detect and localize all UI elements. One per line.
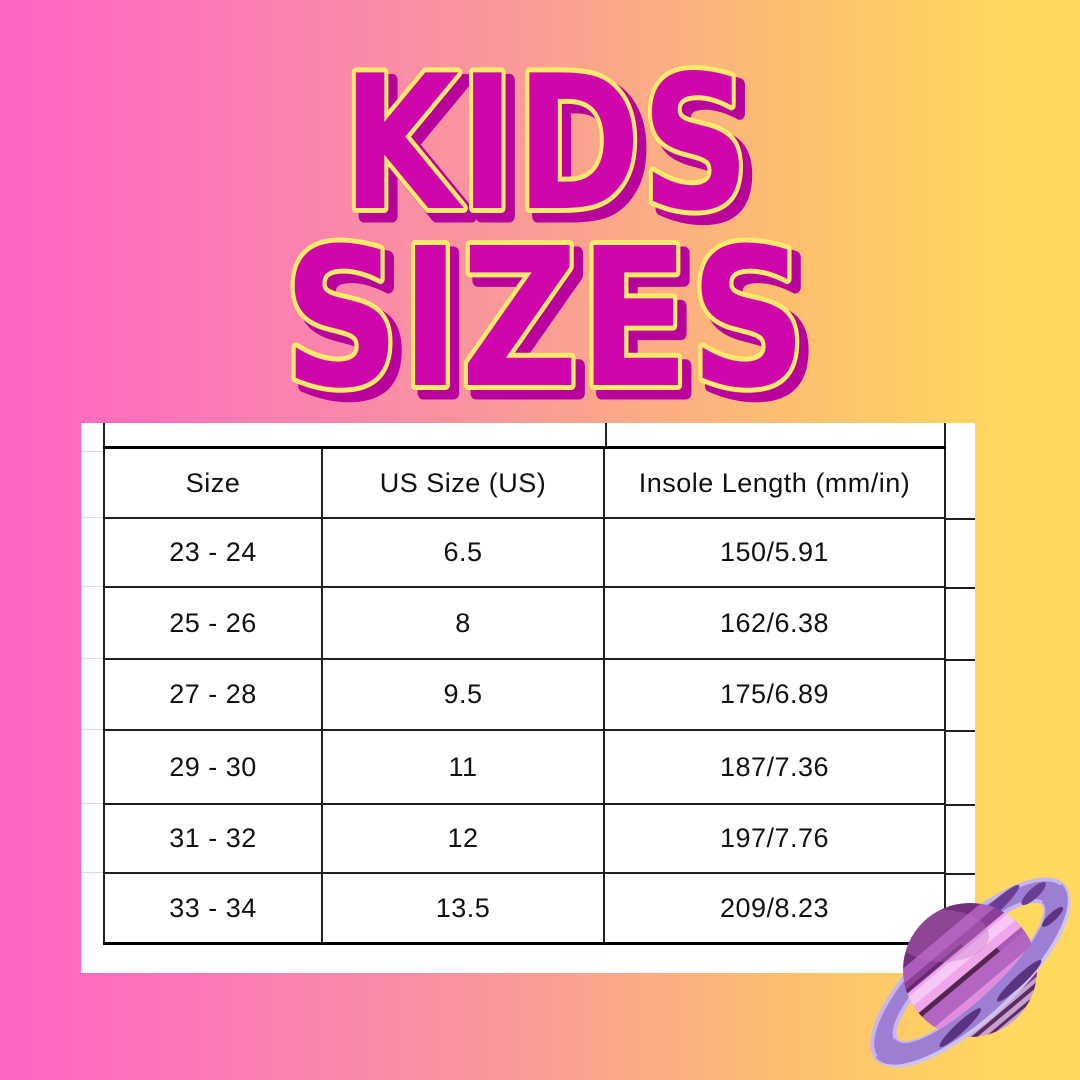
table-cell: 187/7.36 (605, 731, 944, 805)
gridline (81, 517, 103, 518)
size-table-panel: Size US Size (US) Insole Length (mm/in) … (81, 423, 975, 973)
column-header-ussize: US Size (US) (323, 449, 605, 519)
table-border-top (103, 446, 946, 449)
gridline (946, 804, 975, 806)
saturn-planet-icon (870, 877, 1071, 1068)
table-cell: 11 (323, 731, 605, 805)
table-cell: 23 - 24 (105, 519, 323, 588)
page-title: KIDS KIDS SIZES SIZES (278, 30, 822, 420)
table-cell: 31 - 32 (105, 805, 323, 874)
title-line2: SIZES (283, 208, 807, 420)
title-line2-shadow: SIZES (291, 216, 815, 420)
gridline (946, 873, 975, 875)
table-cell: 197/7.76 (605, 805, 944, 874)
table-cell: 29 - 30 (105, 731, 323, 805)
table-cell: 9.5 (323, 660, 605, 731)
table-cell: 6.5 (323, 519, 605, 588)
table-border-right (944, 423, 946, 944)
gridline (81, 803, 103, 804)
gridline (81, 729, 103, 730)
table-cell: 25 - 26 (105, 588, 323, 660)
column-header-size: Size (105, 449, 323, 519)
table-cell: 209/8.23 (719, 892, 830, 923)
title-line1-shadow: KIDS (350, 43, 758, 260)
table-border-top-segment (605, 423, 607, 447)
table-cell: 12 (323, 805, 605, 874)
size-table: Size US Size (US) Insole Length (mm/in) … (105, 449, 944, 942)
table-cell: 162/6.38 (605, 588, 944, 660)
gridline (946, 518, 975, 520)
gridline (81, 451, 103, 452)
gridline (946, 587, 975, 589)
table-cell: 150/5.91 (605, 519, 944, 588)
table-border-bottom (103, 942, 946, 945)
table-cell: 27 - 28 (105, 660, 323, 731)
table-cell: 33 - 34 (105, 874, 323, 942)
gridline (946, 730, 975, 732)
table-cell: 8 (323, 588, 605, 660)
table-cell: 175/6.89 (605, 660, 944, 731)
column-header-insole: Insole Length (mm/in) (605, 449, 944, 519)
title-line1: KIDS (342, 35, 750, 252)
table-cell: 13.5 (323, 874, 605, 942)
table-border-left (103, 423, 105, 944)
gridline (946, 659, 975, 661)
gridline (81, 658, 103, 659)
gridline (81, 872, 103, 873)
gridline (81, 586, 103, 587)
